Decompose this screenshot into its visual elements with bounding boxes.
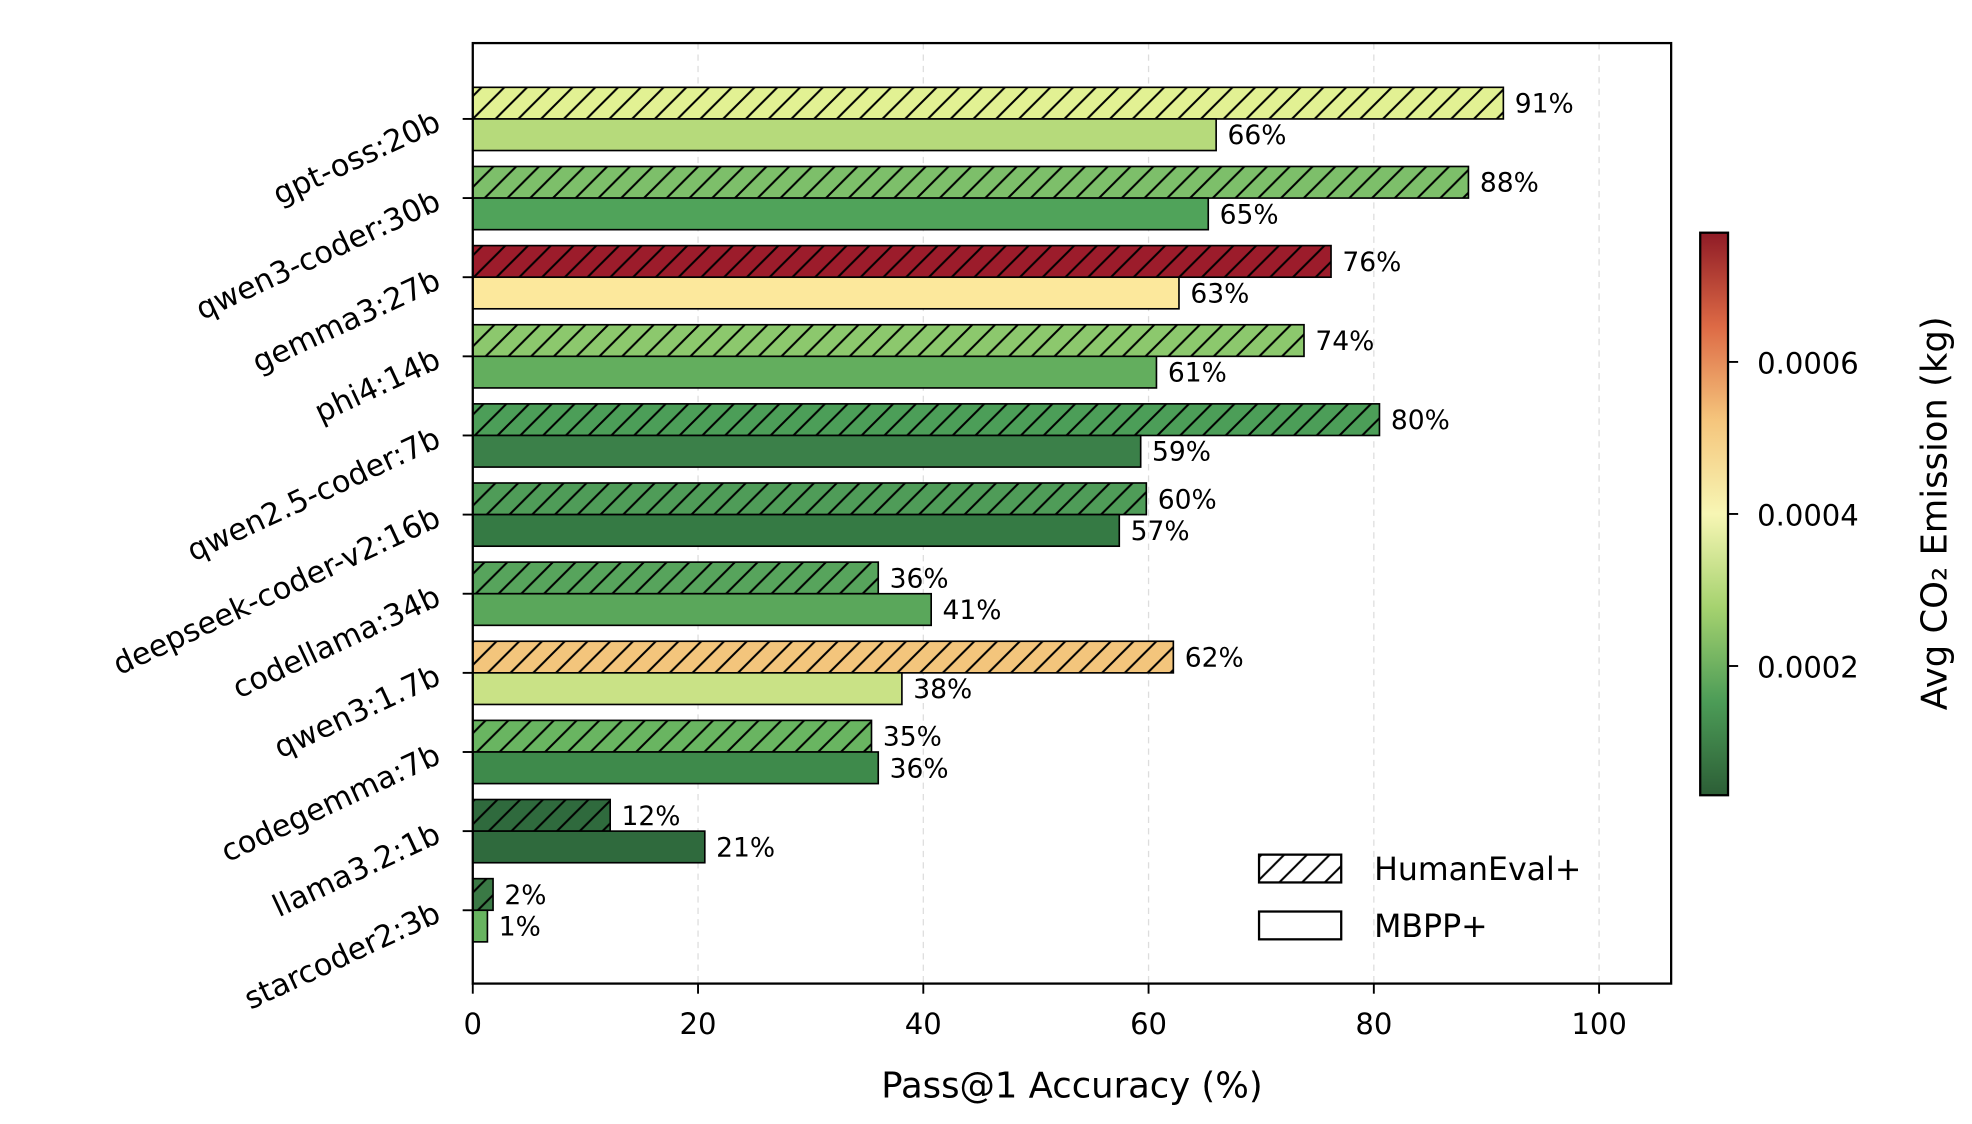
colorbar-tick-label: 0.0002 [1757,650,1859,684]
data-label: 63% [1190,278,1249,309]
bar-hatch [472,403,1380,436]
bar-hatch [472,878,494,911]
data-label: 1% [499,912,541,943]
colorbar-tick-label: 0.0004 [1757,498,1859,532]
data-label: 91% [1515,89,1574,120]
x-tick-label: 0 [464,1007,483,1041]
colorbar-gradient [1699,231,1730,797]
bar-hatch [472,482,1147,515]
legend-label-mbpp: MBPP+ [1374,909,1488,945]
bar-hatch [472,641,1174,673]
data-label: 65% [1220,199,1279,230]
y-axis: gpt-oss:20bqwen3-coder:30bgemma3:27bphi4… [108,105,473,1017]
bar-hatch [472,166,1469,199]
data-label: 59% [1152,437,1211,468]
y-tick-label: phi4:14b [309,342,445,430]
colorbar-label: Avg CO₂ Emission (kg) [1915,316,1956,710]
x-axis-label: Pass@1 Accuracy (%) [881,1065,1262,1106]
legend-label-humaneval: HumanEval+ [1374,852,1581,888]
bar-hatch [472,799,611,832]
data-label: 12% [622,801,681,832]
x-tick-label: 80 [1355,1007,1392,1041]
data-label: 35% [883,722,942,753]
bar-mbpp [472,751,879,784]
data-label: 80% [1391,405,1450,436]
bar-mbpp [472,593,932,626]
legend-swatch-humaneval [1257,853,1343,884]
bar-hatch [472,324,1304,357]
bar-mbpp [472,435,1141,468]
bar-mbpp [472,277,1179,309]
x-axis: 0 20 40 60 80 100 [464,983,1627,1041]
data-label: 66% [1228,120,1287,151]
data-label: 21% [716,832,775,863]
data-label: 57% [1131,516,1190,547]
bar-hatch [472,720,872,752]
y-tick-label: starcoder2:3b [239,896,446,1017]
plot-frame [471,41,1673,985]
colorbar: 0.0002 0.0004 0.0006 Avg CO₂ Emission (kg) [1699,231,1956,797]
data-label: 76% [1342,247,1401,278]
bar-hatch [472,87,1504,119]
data-label: 60% [1158,484,1217,515]
data-label: 38% [913,674,972,705]
legend-swatch-mbpp [1257,910,1343,941]
data-label: 2% [504,880,546,911]
bar-hatch [472,245,1332,278]
x-tick-label: 20 [680,1007,717,1041]
bar-mbpp [472,831,705,863]
bar-mbpp [472,356,1157,388]
x-tick-label: 100 [1571,1007,1626,1041]
data-label: 88% [1480,168,1539,199]
legend: HumanEval+ MBPP+ [1257,852,1581,945]
x-tick-label: 40 [905,1007,942,1041]
bar-mbpp [472,514,1120,547]
data-label: 36% [890,753,949,784]
bar-mbpp [472,910,488,942]
x-tick-label: 60 [1130,1007,1167,1041]
data-label: 61% [1168,358,1227,389]
colorbar-tick-label: 0.0006 [1757,346,1859,380]
bar-hatch [472,562,879,594]
bar-mbpp [472,118,1217,151]
data-label: 41% [943,595,1002,626]
bar-mbpp [472,672,902,705]
data-label: 74% [1315,326,1374,357]
bars: 91%66%88%65%76%63%74%61%80%59%60%57%36%4… [471,86,1574,943]
bar-mbpp [472,198,1209,230]
data-label: 36% [890,563,949,594]
data-label: 62% [1185,643,1244,674]
